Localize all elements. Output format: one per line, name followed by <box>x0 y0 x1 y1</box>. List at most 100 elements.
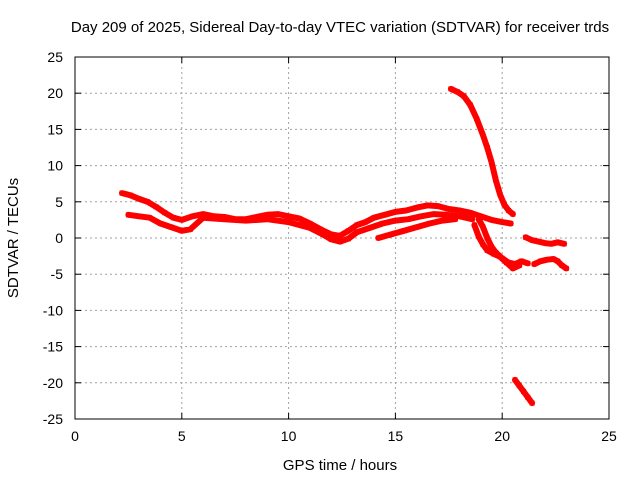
data-point <box>125 212 131 218</box>
data-point <box>555 258 561 264</box>
data-point <box>510 265 516 271</box>
y-tick-label: 20 <box>47 85 63 101</box>
data-point <box>497 254 503 260</box>
data-point <box>431 211 437 217</box>
data-point <box>478 213 484 219</box>
data-point <box>548 241 554 247</box>
data-point <box>484 145 490 150</box>
data-point <box>320 231 326 237</box>
data-point <box>286 219 292 225</box>
data-point <box>501 202 507 208</box>
data-point <box>354 229 360 235</box>
data-point <box>536 239 542 245</box>
data-point <box>518 258 524 264</box>
data-point <box>168 224 174 230</box>
data-point <box>337 233 343 239</box>
data-point <box>471 222 477 228</box>
data-point <box>147 215 153 221</box>
data-point <box>506 207 512 213</box>
data-point <box>454 89 460 95</box>
data-point <box>529 400 535 406</box>
track-main-upper <box>119 190 514 239</box>
x-tick-label: 0 <box>71 428 79 444</box>
y-tick-label: 10 <box>47 158 63 174</box>
data-point <box>544 257 550 263</box>
data-point <box>446 206 452 212</box>
data-point <box>489 159 495 165</box>
data-point <box>476 216 482 222</box>
data-point <box>405 216 411 222</box>
data-point <box>503 260 509 266</box>
data-point <box>516 383 522 389</box>
data-point <box>345 236 351 242</box>
data-point <box>497 192 503 198</box>
data-point <box>367 225 373 231</box>
data-point <box>525 394 531 400</box>
data-point <box>542 240 548 246</box>
y-tick-label: -5 <box>51 266 64 282</box>
data-point <box>296 215 302 221</box>
data-point <box>461 93 467 99</box>
data-point <box>392 218 398 224</box>
data-point <box>243 218 249 224</box>
data-point <box>337 239 343 245</box>
data-point <box>403 207 409 213</box>
data-point <box>467 102 473 108</box>
data-point <box>371 215 377 221</box>
data-point <box>456 213 462 219</box>
data-point <box>480 132 486 138</box>
data-point <box>328 231 334 237</box>
data-point <box>179 228 185 234</box>
x-tick-label: 15 <box>388 428 404 444</box>
data-point <box>559 263 565 269</box>
y-axis-label: SDTVAR / TECUs <box>5 178 22 298</box>
data-point <box>521 388 527 394</box>
y-tick-label: 15 <box>47 121 63 137</box>
data-point <box>484 235 490 241</box>
data-point <box>307 225 313 231</box>
y-tick-label: -15 <box>43 339 63 355</box>
y-tick-label: -10 <box>43 302 63 318</box>
data-point <box>448 86 454 92</box>
data-point <box>328 236 334 242</box>
data-point <box>508 221 514 227</box>
data-point <box>354 222 360 228</box>
data-point <box>418 213 424 219</box>
data-point <box>493 177 499 183</box>
data-point <box>187 226 193 232</box>
data-point <box>136 213 142 219</box>
data-point <box>307 221 313 227</box>
data-point <box>480 224 486 230</box>
y-tick-label: 25 <box>47 49 63 65</box>
data-point <box>476 234 482 240</box>
data-point <box>484 247 490 253</box>
data-point <box>414 224 420 230</box>
data-point <box>362 219 368 225</box>
data-point <box>145 199 151 205</box>
x-tick-label: 10 <box>281 428 297 444</box>
data-point <box>499 219 505 225</box>
data-point <box>189 213 195 219</box>
data-point <box>264 216 270 222</box>
data-point <box>469 216 475 222</box>
x-axis-label: GPS time / hours <box>283 457 397 474</box>
data-point <box>452 216 458 222</box>
y-tick-label: -25 <box>43 411 63 427</box>
data-point <box>529 237 535 243</box>
data-point <box>563 265 569 271</box>
data-point <box>523 234 529 240</box>
data-point <box>222 216 228 222</box>
data-point <box>170 215 176 221</box>
x-tick-label: 20 <box>494 428 510 444</box>
data-point <box>200 211 206 217</box>
data-point <box>119 190 125 196</box>
data-point <box>491 251 497 257</box>
x-tick-label: 25 <box>601 428 617 444</box>
data-point <box>456 207 462 213</box>
data-point <box>375 235 381 241</box>
data-point <box>414 205 420 211</box>
data-point <box>264 212 270 218</box>
data-point <box>435 203 441 209</box>
data-point <box>467 210 473 216</box>
